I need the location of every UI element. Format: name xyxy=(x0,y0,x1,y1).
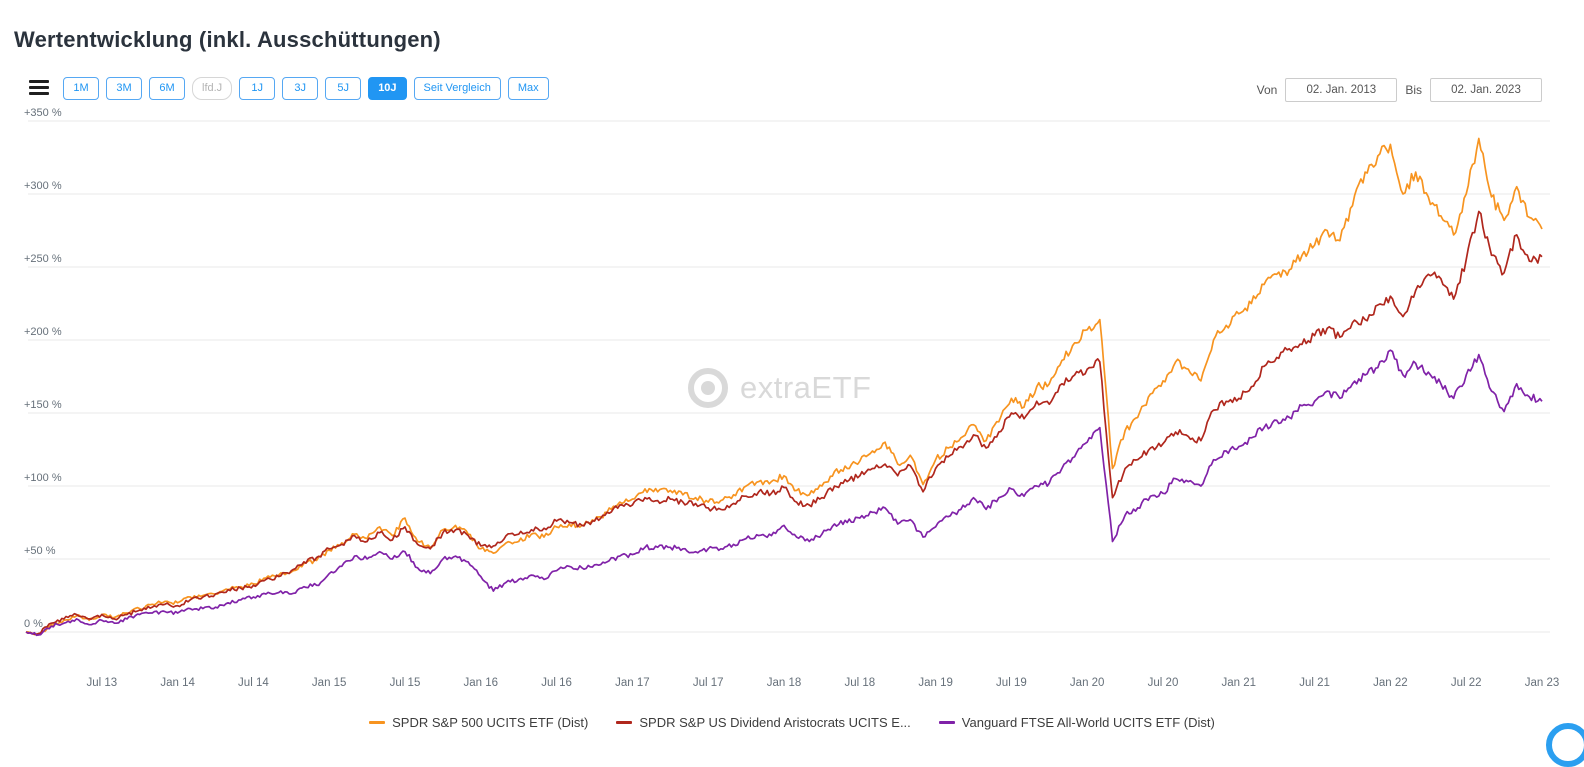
x-axis-label: Jan 16 xyxy=(463,677,499,689)
range-button-5J[interactable]: 5J xyxy=(325,77,362,100)
chart-menu-icon[interactable] xyxy=(29,80,49,97)
x-axis-label: Jan 17 xyxy=(615,677,650,689)
y-axis-label: 0 % xyxy=(24,618,43,630)
x-axis-label: Jul 21 xyxy=(1299,677,1330,689)
range-button-group: 1M 3M 6M lfd.J 1J 3J 5J 10J Seit Vergleich Max xyxy=(63,77,549,100)
legend-item[interactable]: SPDR S&P 500 UCITS ETF (Dist) xyxy=(369,715,588,730)
series-line-2[interactable] xyxy=(25,349,1543,637)
performance-chart[interactable]: extraETF 0 % +50 % +100 % +150 % +200 % +250 … xyxy=(0,0,1584,749)
x-axis-label: Jul 19 xyxy=(996,677,1027,689)
x-axis-label: Jul 13 xyxy=(86,677,118,689)
x-axis-label: Jul 20 xyxy=(1147,677,1179,689)
series-line-0[interactable] xyxy=(25,137,1543,636)
x-axis-label: Jan 23 xyxy=(1524,677,1560,689)
series-line-1[interactable] xyxy=(25,210,1543,636)
watermark-text: extraETF xyxy=(740,370,872,405)
range-button-3J[interactable]: 3J xyxy=(282,77,319,100)
legend-label: Vanguard FTSE All-World UCITS ETF (Dist) xyxy=(961,715,1215,730)
extraetf-logo-icon xyxy=(688,368,728,408)
range-button-10J[interactable]: 10J xyxy=(368,77,407,100)
x-axis-label: Jul 22 xyxy=(1450,677,1482,689)
von-date-input[interactable] xyxy=(1285,78,1398,102)
x-axis-label: Jul 17 xyxy=(692,677,724,689)
x-axis-label: Jul 16 xyxy=(541,677,572,689)
y-axis-label: +200 % xyxy=(24,326,62,338)
date-range-controls: Von Bis xyxy=(1257,78,1542,102)
y-axis-label: +100 % xyxy=(24,472,62,484)
chart-legend: SPDR S&P 500 UCITS ETF (Dist) SPDR S&P US… xyxy=(0,715,1584,730)
y-axis-label: +150 % xyxy=(24,399,62,411)
range-button-1J[interactable]: 1J xyxy=(239,77,276,100)
y-axis-label: +350 % xyxy=(24,107,62,119)
x-axis-label: Jan 15 xyxy=(311,677,347,689)
range-button-1M[interactable]: 1M xyxy=(63,77,99,100)
legend-swatch-icon xyxy=(616,721,633,724)
x-axis-label: Jan 22 xyxy=(1373,677,1408,689)
chat-bubble-button[interactable] xyxy=(1546,723,1584,767)
legend-swatch-icon xyxy=(938,721,955,724)
legend-item[interactable]: SPDR S&P US Dividend Aristocrats UCITS E… xyxy=(616,715,911,730)
x-axis-label: Jan 18 xyxy=(766,677,802,689)
x-axis-label: Jul 15 xyxy=(389,677,421,689)
x-axis-label: Jul 18 xyxy=(844,677,876,689)
x-axis-label: Jan 21 xyxy=(1221,677,1257,689)
y-axis-label: +300 % xyxy=(24,180,62,192)
legend-swatch-icon xyxy=(369,721,386,724)
range-button-3M[interactable]: 3M xyxy=(106,77,142,100)
x-axis-label: Jul 14 xyxy=(238,677,269,689)
bis-date-input[interactable] xyxy=(1430,78,1542,102)
legend-item[interactable]: Vanguard FTSE All-World UCITS ETF (Dist) xyxy=(938,715,1215,730)
range-button-6M[interactable]: 6M xyxy=(149,77,185,100)
x-axis-label: Jan 19 xyxy=(918,677,953,689)
x-axis-label: Jan 20 xyxy=(1069,677,1105,689)
page-title: Wertentwicklung (inkl. Ausschüttungen) xyxy=(14,26,441,52)
y-axis-label: +250 % xyxy=(24,253,62,265)
range-button-Max[interactable]: Max xyxy=(507,77,549,100)
range-button-Seit-Vergleich[interactable]: Seit Vergleich xyxy=(413,77,501,100)
chart-canvas[interactable] xyxy=(0,0,1584,749)
bis-label: Bis xyxy=(1405,83,1422,97)
legend-label: SPDR S&P US Dividend Aristocrats UCITS E… xyxy=(639,715,911,730)
extraetf-watermark: extraETF xyxy=(688,368,871,408)
legend-label: SPDR S&P 500 UCITS ETF (Dist) xyxy=(392,715,589,730)
range-button-lfd-J: lfd.J xyxy=(192,77,233,100)
von-label: Von xyxy=(1256,83,1278,97)
y-axis-label: +50 % xyxy=(24,545,56,557)
x-axis-label: Jan 14 xyxy=(160,677,195,689)
x-axis: Jul 13 Jan 14 Jul 14 Jan 15 Jul 15 Jan 16 Jul … xyxy=(0,677,1584,693)
